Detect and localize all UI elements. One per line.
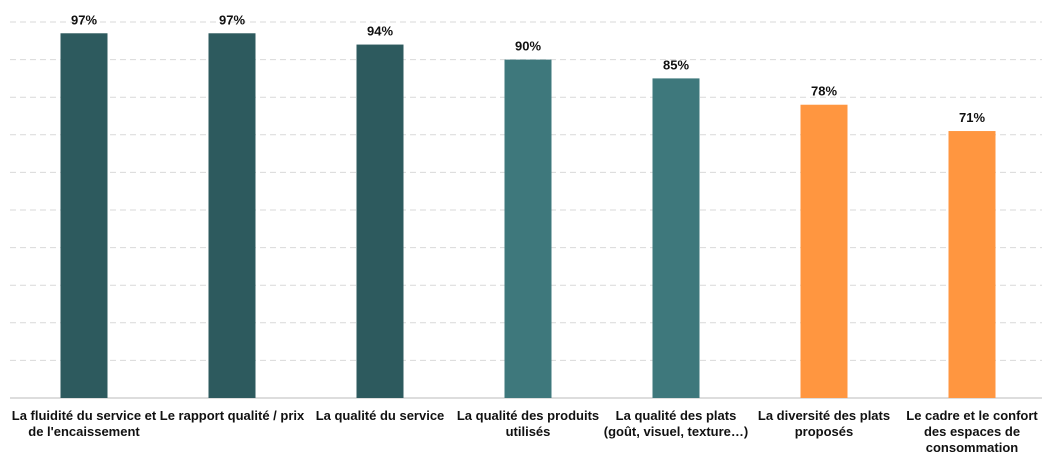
bar	[356, 44, 404, 399]
bar	[800, 104, 848, 398]
bar	[208, 33, 256, 398]
x-tick-label: Le cadre et le confort des espaces de co…	[906, 408, 1038, 455]
value-label: 78%	[811, 84, 837, 99]
value-label: 97%	[219, 12, 245, 27]
value-label: 71%	[959, 110, 985, 125]
value-label: 90%	[515, 39, 541, 54]
x-tick-label: La qualité des plats (goût, visuel, text…	[603, 408, 749, 439]
value-label: 97%	[71, 12, 97, 27]
value-label: 94%	[367, 24, 393, 39]
x-tick-label: La qualité des produits utilisés	[456, 408, 600, 439]
bar	[60, 33, 108, 398]
value-label: 85%	[663, 57, 689, 72]
x-tick-label: Le rapport qualité / prix	[159, 408, 305, 423]
x-tick-label: La fluidité du service et de l'encaissem…	[11, 408, 157, 439]
x-tick-label: La diversité des plats proposés	[757, 408, 891, 439]
bar	[504, 59, 552, 398]
bar	[652, 78, 700, 399]
bar	[948, 131, 996, 399]
x-tick-label: La qualité du service	[315, 408, 445, 423]
